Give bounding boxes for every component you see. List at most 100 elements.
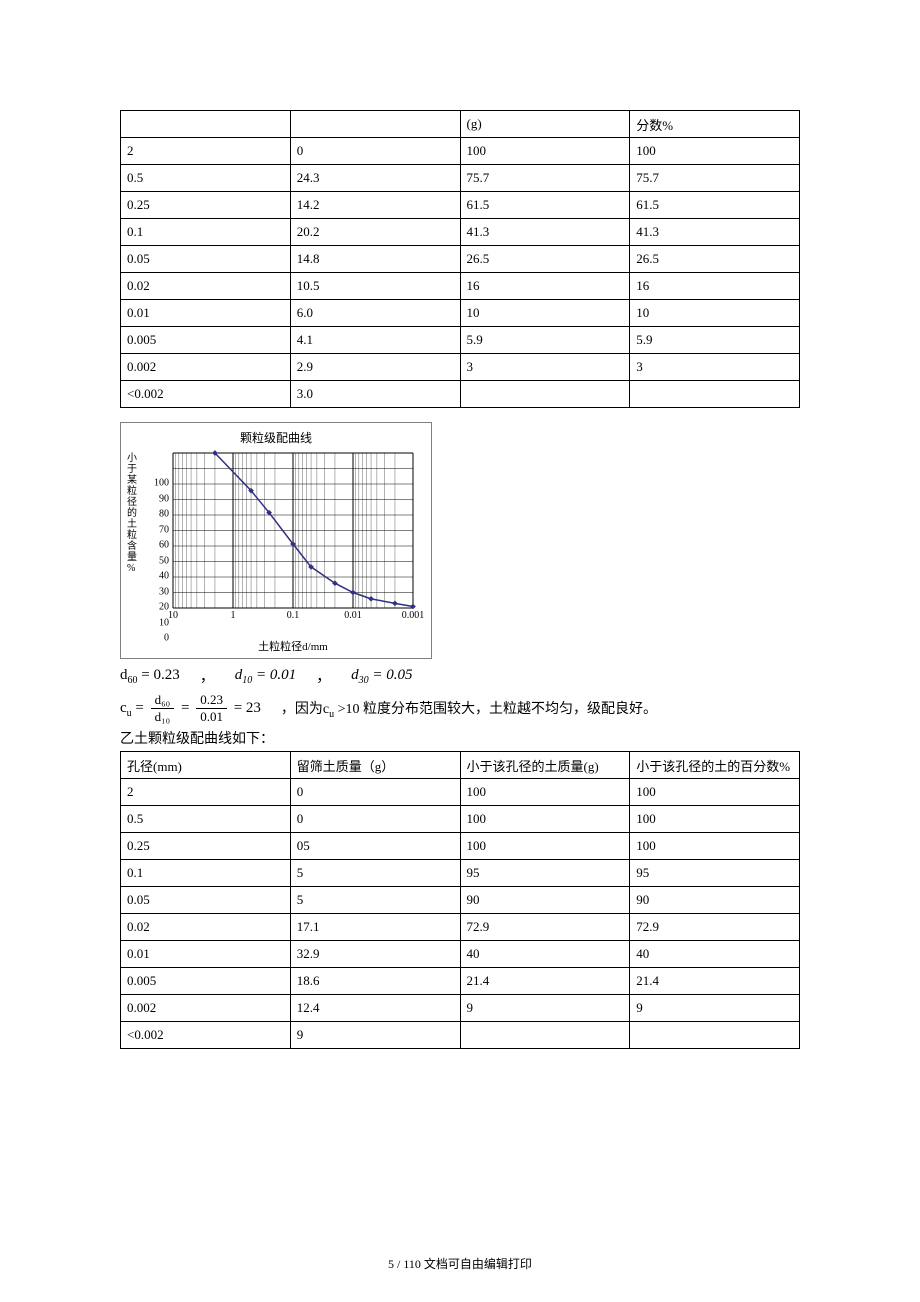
cell: 小于该孔径的土质量(g) xyxy=(460,752,630,779)
table-row: 0.2505100100 xyxy=(121,833,800,860)
comma: ， xyxy=(316,665,331,686)
cell: 10 xyxy=(460,300,630,327)
cell: 0.25 xyxy=(121,833,291,860)
table-row: 0.159595 xyxy=(121,860,800,887)
d30-expr: d30 = 0.05 xyxy=(351,667,412,686)
cell: 100 xyxy=(630,138,800,165)
cell: 0.01 xyxy=(121,941,291,968)
table-row: 0.0054.15.95.9 xyxy=(121,327,800,354)
table-row: 0.0210.51616 xyxy=(121,273,800,300)
chart-y-axis-label: 小于某粒径的土粒含量% xyxy=(127,453,141,608)
cell xyxy=(121,111,291,138)
table-row: 0.2514.261.561.5 xyxy=(121,192,800,219)
table-row: 20100100 xyxy=(121,779,800,806)
table-row: 0.524.375.775.7 xyxy=(121,165,800,192)
x-tick-label: 1 xyxy=(231,610,236,621)
cell: 0.05 xyxy=(121,887,291,914)
chart-title: 颗粒级配曲线 xyxy=(121,429,431,446)
table-row: 孔径(mm) 留筛土质量（g） 小于该孔径的土质量(g) 小于该孔径的土的百分数… xyxy=(121,752,800,779)
table-row: 20100100 xyxy=(121,138,800,165)
cell: 3 xyxy=(460,354,630,381)
cell: 61.5 xyxy=(630,192,800,219)
table-row: 0.0132.94040 xyxy=(121,941,800,968)
cu-explanation: ，因为cu >10 粒度分布范围较大，土粒越不均匀，级配良好。 xyxy=(281,698,657,720)
table-row: 0.00212.499 xyxy=(121,995,800,1022)
cell: 0 xyxy=(290,806,460,833)
d10-expr: d10 = 0.01 xyxy=(235,667,296,686)
d60-expr: d60 = 0.23 xyxy=(120,667,180,686)
table-row: 0.0514.826.526.5 xyxy=(121,246,800,273)
cell: 0.05 xyxy=(121,246,291,273)
cell: 2.9 xyxy=(290,354,460,381)
cell: 0 xyxy=(290,779,460,806)
cell: 16 xyxy=(630,273,800,300)
cell: 孔径(mm) xyxy=(121,752,291,779)
cell xyxy=(460,1022,630,1049)
cell: 分数% xyxy=(630,111,800,138)
cell: 0.002 xyxy=(121,995,291,1022)
comma: ， xyxy=(200,665,215,686)
x-tick-label: 0.001 xyxy=(402,610,425,621)
cell: 6.0 xyxy=(290,300,460,327)
cell: 100 xyxy=(460,138,630,165)
cell: 0.1 xyxy=(121,219,291,246)
cell: 21.4 xyxy=(460,968,630,995)
cell: 61.5 xyxy=(460,192,630,219)
cell: 2 xyxy=(121,779,291,806)
cell: 0.02 xyxy=(121,914,291,941)
cell: <0.002 xyxy=(121,381,291,408)
cell: 32.9 xyxy=(290,941,460,968)
cell: 100 xyxy=(460,833,630,860)
cell: 72.9 xyxy=(460,914,630,941)
y-tick-label: 60 xyxy=(159,540,169,551)
formula-d-values: d60 = 0.23 ， d10 = 0.01 ， d30 = 0.05 xyxy=(120,665,800,686)
cell: 4.1 xyxy=(290,327,460,354)
y-tick-label: 40 xyxy=(159,571,169,582)
cell: (g) xyxy=(460,111,630,138)
table-1: (g) 分数% 201001000.524.375.775.70.2514.26… xyxy=(120,110,800,408)
cell: 0.25 xyxy=(121,192,291,219)
cell: 0.02 xyxy=(121,273,291,300)
table-2: 孔径(mm) 留筛土质量（g） 小于该孔径的土质量(g) 小于该孔径的土的百分数… xyxy=(120,751,800,1049)
cu-expr: cu = d₆₀d₁₀ = 0.230.01 = 23 xyxy=(120,692,261,725)
x-tick-label: 0.01 xyxy=(344,610,362,621)
cell: 5 xyxy=(290,860,460,887)
cell xyxy=(460,381,630,408)
table-row: 0.0022.933 xyxy=(121,354,800,381)
table-row: <0.0023.0 xyxy=(121,381,800,408)
y-tick-label: 0 xyxy=(164,633,169,644)
chart-x-axis-label: 土粒粒径d/mm xyxy=(173,638,413,654)
cell: 100 xyxy=(460,806,630,833)
cell: 0.5 xyxy=(121,165,291,192)
cell: 12.4 xyxy=(290,995,460,1022)
cell: 26.5 xyxy=(630,246,800,273)
table-row: 0.0559090 xyxy=(121,887,800,914)
y-tick-label: 80 xyxy=(159,509,169,520)
page-footer: 5 / 110 文档可自由编辑打印 xyxy=(0,1255,920,1272)
cell: 17.1 xyxy=(290,914,460,941)
table-row: <0.0029 xyxy=(121,1022,800,1049)
cell: 75.7 xyxy=(630,165,800,192)
table2-intro: 乙土颗粒级配曲线如下： xyxy=(120,729,800,751)
cell: 9 xyxy=(460,995,630,1022)
cell: 75.7 xyxy=(460,165,630,192)
y-tick-label: 70 xyxy=(159,524,169,535)
cell: 95 xyxy=(460,860,630,887)
table-row: 0.00518.621.421.4 xyxy=(121,968,800,995)
table-row: 0.0217.172.972.9 xyxy=(121,914,800,941)
cell: 3.0 xyxy=(290,381,460,408)
cell: 20.2 xyxy=(290,219,460,246)
cell: 41.3 xyxy=(460,219,630,246)
cell: 5.9 xyxy=(630,327,800,354)
cell: 9 xyxy=(630,995,800,1022)
cell: 0.005 xyxy=(121,968,291,995)
table-row: (g) 分数% xyxy=(121,111,800,138)
cell: 2 xyxy=(121,138,291,165)
cell: <0.002 xyxy=(121,1022,291,1049)
cell: 41.3 xyxy=(630,219,800,246)
cell: 10.5 xyxy=(290,273,460,300)
page: (g) 分数% 201001000.524.375.775.70.2514.26… xyxy=(0,0,920,1302)
cell: 16 xyxy=(460,273,630,300)
y-tick-label: 50 xyxy=(159,555,169,566)
cell: 40 xyxy=(460,941,630,968)
